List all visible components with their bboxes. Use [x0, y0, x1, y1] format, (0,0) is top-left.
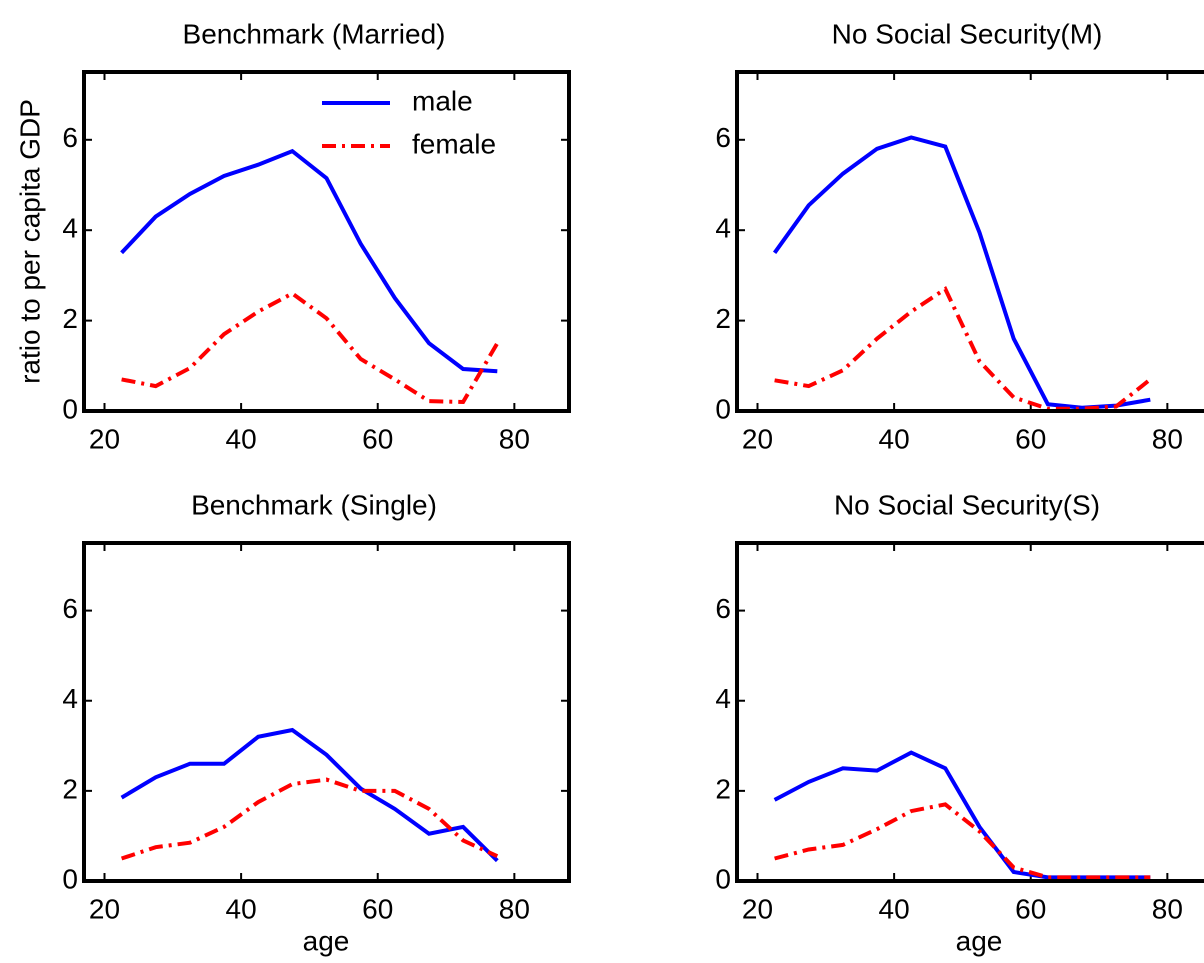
chart-title: Benchmark (Married): [183, 18, 446, 49]
series-line: [774, 286, 1152, 411]
axes-box: [82, 70, 571, 413]
x-tick-label: 40: [879, 893, 910, 924]
chart-title: No Social Security(M): [832, 18, 1103, 49]
series-line: [774, 802, 1151, 880]
y-tick-label: 6: [62, 122, 78, 153]
series-line: [120, 727, 499, 863]
x-tick-label: 40: [226, 893, 257, 924]
series-line: [772, 135, 1151, 410]
y-tick-label: 0: [715, 863, 731, 894]
y-tick-label: 6: [715, 593, 731, 624]
chart-title: Benchmark (Single): [191, 489, 437, 520]
x-tick-label: 60: [362, 893, 393, 924]
y-tick-label: 4: [62, 213, 78, 244]
y-tick-label: 0: [62, 863, 78, 894]
x-tick-label: 60: [362, 423, 393, 454]
x-tick-label: 80: [1152, 893, 1183, 924]
y-tick-label: 6: [62, 593, 78, 624]
axes-box: [735, 70, 1204, 413]
y-tick-label: 0: [62, 393, 78, 424]
x-tick-label: 40: [226, 423, 257, 454]
x-tick-label: 80: [499, 893, 530, 924]
axes-box: [735, 541, 1204, 883]
y-tick-label: 2: [62, 773, 78, 804]
x-tick-label: 80: [1152, 423, 1183, 454]
y-axis-label: ratio to per capita GDP: [14, 99, 45, 384]
x-tick-label: 20: [742, 893, 773, 924]
y-tick-label: 2: [715, 773, 731, 804]
y-tick-label: 6: [715, 122, 731, 153]
legend-label: female: [412, 128, 496, 159]
series-line: [121, 291, 500, 405]
series-line: [773, 750, 1151, 880]
axes-box: [82, 541, 571, 883]
x-tick-label: 20: [742, 423, 773, 454]
legend-label: male: [412, 85, 473, 116]
series-line: [120, 777, 499, 861]
y-tick-label: 4: [715, 213, 731, 244]
x-axis-label: age: [956, 925, 1003, 956]
x-tick-label: 40: [879, 423, 910, 454]
y-tick-label: 4: [715, 683, 731, 714]
y-tick-label: 2: [715, 303, 731, 334]
series-line: [120, 148, 498, 374]
y-tick-label: 4: [62, 683, 78, 714]
x-tick-label: 60: [1015, 423, 1046, 454]
x-axis-label: age: [303, 925, 350, 956]
x-tick-label: 20: [89, 893, 120, 924]
x-tick-label: 60: [1015, 893, 1046, 924]
y-tick-label: 2: [62, 303, 78, 334]
chart-title: No Social Security(S): [834, 489, 1100, 520]
x-tick-label: 20: [89, 423, 120, 454]
y-tick-label: 0: [715, 393, 731, 424]
x-tick-label: 80: [499, 423, 530, 454]
